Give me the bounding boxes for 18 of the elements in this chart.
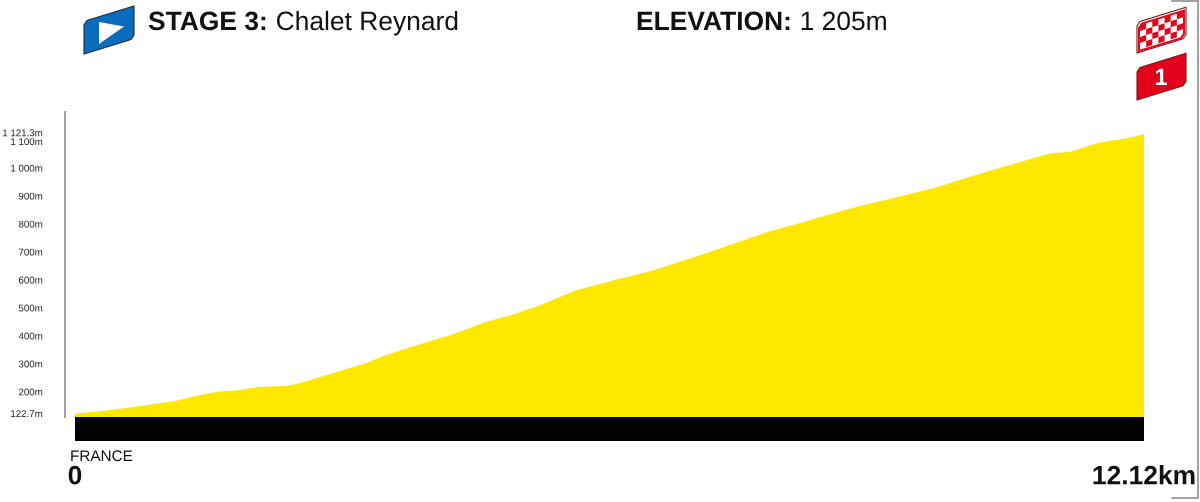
y-tick-label: 1 000m (11, 164, 43, 172)
y-tick-label: 800m (18, 220, 43, 228)
x-tick-label: 0 (68, 465, 82, 485)
text: 1 (1155, 68, 1167, 85)
chart-title: STAGE 3: Chalet Reynard (148, 10, 458, 36)
text: FRANCE (71, 450, 133, 462)
y-tick-label: 300m (18, 360, 43, 368)
y-tick-label: 1 100m (11, 138, 43, 146)
y-tick-label: 122.7m (11, 410, 43, 417)
y-tick-label: 700m (18, 248, 43, 256)
chart-subtitle: ELEVATION: 1 205m (637, 11, 886, 31)
y-tick-label: 200m (18, 388, 43, 396)
x-tick-label: 12.12km (1093, 465, 1195, 485)
y-tick-label: 400m (18, 332, 43, 340)
y-tick-label: 900m (18, 192, 43, 200)
y-tick-label: 500m (18, 304, 43, 312)
y-tick-label: 1 121.3m (2, 129, 43, 137)
y-tick-label: 600m (18, 276, 43, 284)
